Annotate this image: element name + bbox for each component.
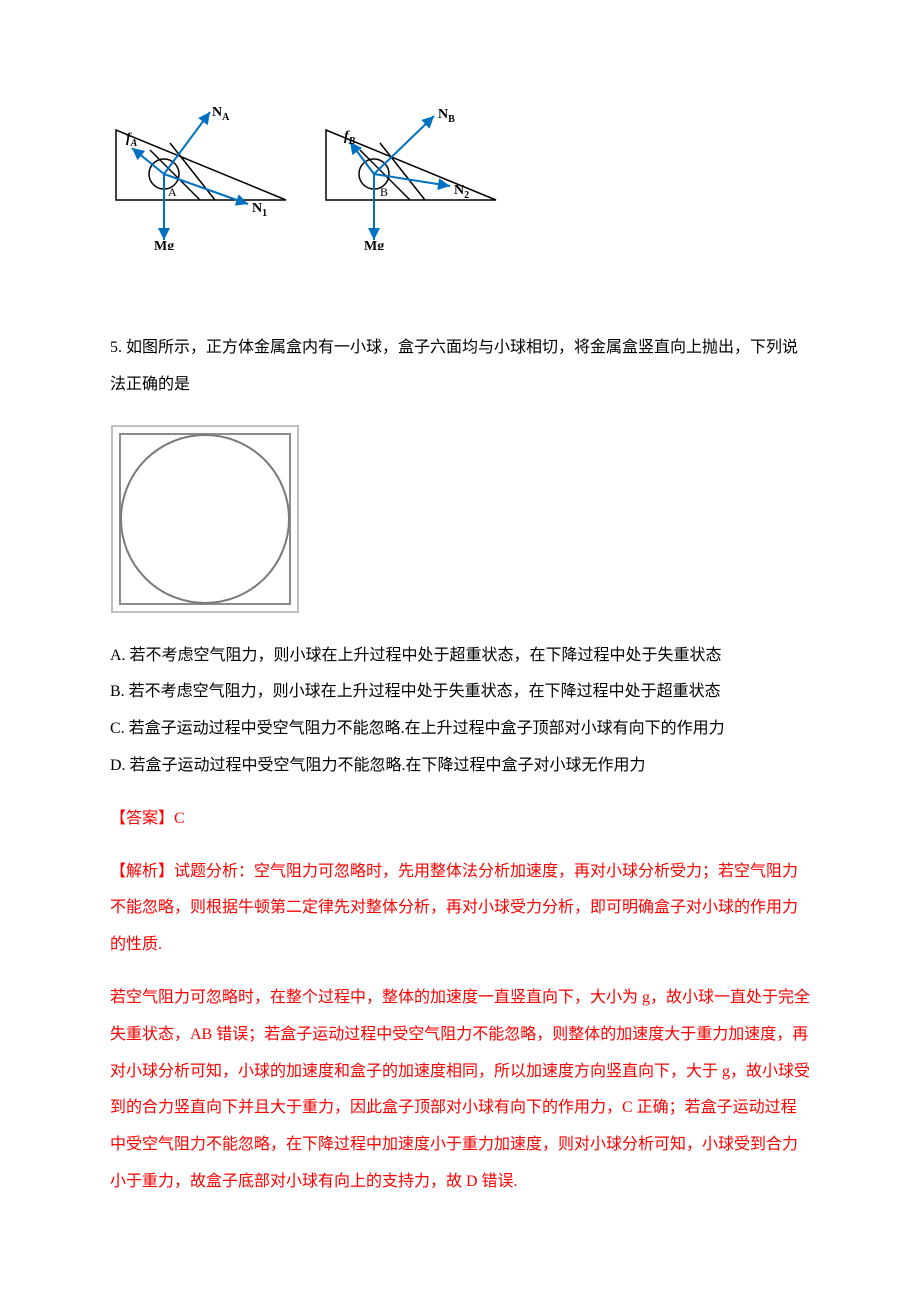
- svg-text:NB: NB: [438, 107, 455, 125]
- question-stem: 5. 如图所示，正方体金属盒内有一小球，盒子六面均与小球相切，将金属盒竖直向上抛…: [110, 330, 810, 404]
- label-NA-sub: A: [222, 112, 230, 123]
- svg-text:N2: N2: [454, 183, 469, 201]
- label-N2-sub: 2: [464, 190, 469, 201]
- force-diagrams: fA NA N1 Mg A fB NB N2 Mg B: [110, 100, 810, 250]
- svg-text:N1: N1: [252, 201, 267, 219]
- question-text: 如图所示，正方体金属盒内有一小球，盒子六面均与小球相切，将金属盒竖直向上抛出，下…: [110, 339, 798, 393]
- svg-text:fA: fA: [126, 131, 138, 149]
- label-fB-sub: B: [348, 136, 356, 147]
- explain-intro: 【解析】试题分析：空气阻力可忽略时，先用整体法分析加速度，再对小球分析受力；若空…: [110, 854, 810, 964]
- label-Mg-right: Mg: [364, 239, 384, 250]
- wedge-diagram-left: fA NA N1 Mg A: [110, 100, 300, 250]
- option-A: A. 若不考虑空气阻力，则小球在上升过程中处于超重状态，在下降过程中处于失重状态: [110, 638, 810, 675]
- explain-body: 若空气阻力可忽略时，在整个过程中，整体的加速度一直竖直向下，大小为 g，故小球一…: [110, 980, 810, 1201]
- label-N1-sub: 1: [262, 208, 267, 219]
- option-B: B. 若不考虑空气阻力，则小球在上升过程中处于失重状态，在下降过程中处于超重状态: [110, 674, 810, 711]
- label-fA-sub: A: [130, 138, 138, 149]
- box-ball-figure: [110, 424, 810, 614]
- option-D: D. 若盒子运动过程中受空气阻力不能忽略.在下降过程中盒子对小球无作用力: [110, 748, 810, 785]
- label-NB-sub: B: [448, 114, 455, 125]
- wedge-diagram-right: fB NB N2 Mg B: [320, 100, 510, 250]
- label-Mg-left: Mg: [154, 239, 174, 250]
- explain-intro-text: 试题分析：空气阻力可忽略时，先用整体法分析加速度，再对小球分析受力；若空气阻力不…: [110, 863, 798, 954]
- option-C: C. 若盒子运动过程中受空气阻力不能忽略.在上升过程中盒子顶部对小球有向下的作用…: [110, 711, 810, 748]
- ball-letter-B: B: [380, 185, 388, 199]
- question-number: 5.: [110, 339, 122, 356]
- answer-line: 【答案】C: [110, 801, 810, 838]
- ball-letter-A: A: [168, 185, 177, 199]
- explain-label: 【解析】: [110, 863, 174, 880]
- svg-text:fB: fB: [344, 129, 356, 147]
- svg-text:NA: NA: [212, 105, 230, 123]
